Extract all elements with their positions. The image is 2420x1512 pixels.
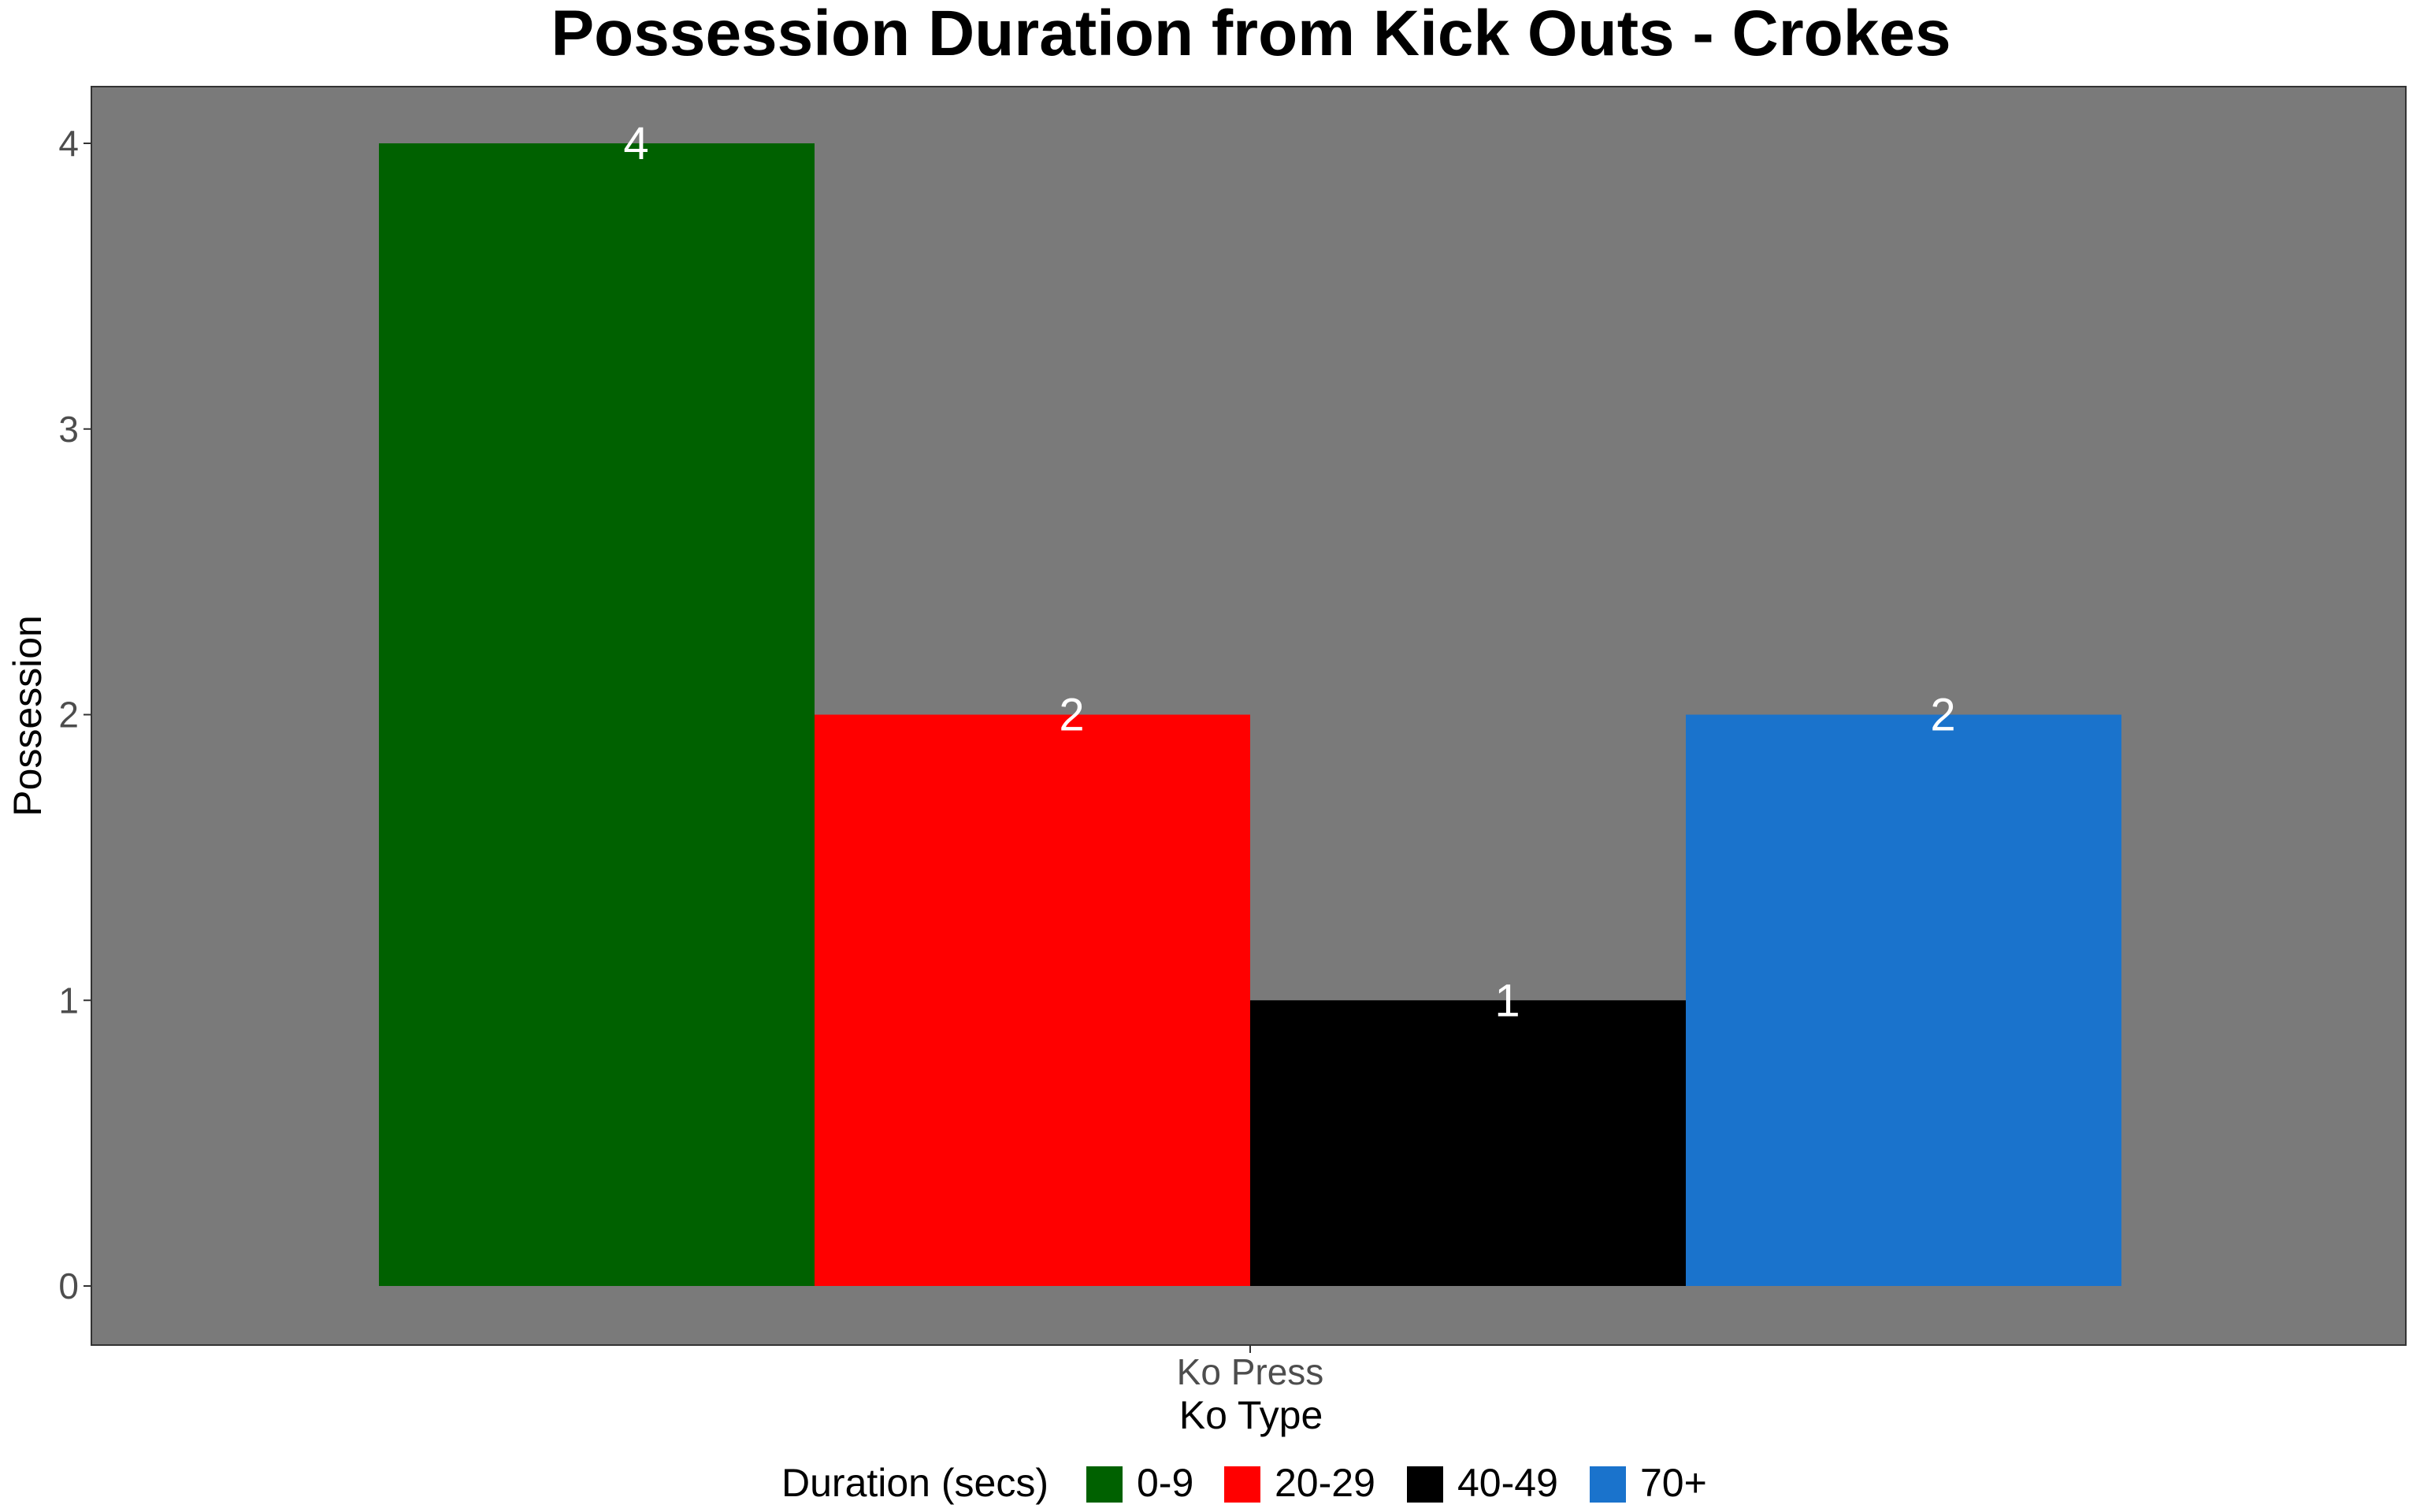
legend-key-20-29: [1224, 1466, 1260, 1503]
bar-0-9: [379, 143, 815, 1286]
bar-20-29: [815, 714, 1250, 1286]
x-axis-title: Ko Type: [1179, 1393, 1323, 1437]
chart-title: Possession Duration from Kick Outs - Cro…: [551, 0, 1950, 69]
bar-labels: 4 2 1 2: [623, 118, 1955, 1026]
legend-label: 0-9: [1137, 1461, 1193, 1505]
bar-value-label: 2: [1059, 690, 1084, 741]
y-tick-label: 2: [58, 695, 79, 736]
y-axis-title: Possession: [6, 615, 50, 817]
legend-key-0-9: [1086, 1466, 1123, 1503]
legend-key-70+: [1590, 1466, 1626, 1503]
legend-label: 40-49: [1457, 1461, 1558, 1505]
x-tick-label: Ko Press: [1177, 1351, 1324, 1392]
bar-value-label: 4: [623, 118, 648, 169]
y-axis: 0 1 2 3 4: [58, 123, 91, 1306]
x-axis: Ko Press: [1177, 1345, 1324, 1392]
y-tick-label: 3: [58, 409, 79, 450]
legend-label: 70+: [1640, 1461, 1707, 1505]
legend-label: 20-29: [1275, 1461, 1375, 1505]
bars: [379, 143, 2121, 1286]
bar-70+: [1686, 714, 2121, 1286]
bar-value-label: 2: [1930, 690, 1955, 741]
bar-40-49: [1250, 1000, 1686, 1286]
legend: Duration (secs) 0-9 20-29 40-49 70+: [781, 1461, 1707, 1505]
y-tick-label: 0: [58, 1266, 79, 1306]
y-tick-label: 4: [58, 123, 79, 164]
legend-key-40-49: [1407, 1466, 1443, 1503]
bar-value-label: 1: [1494, 975, 1520, 1026]
legend-title: Duration (secs): [781, 1461, 1049, 1505]
y-tick-label: 1: [58, 980, 79, 1021]
